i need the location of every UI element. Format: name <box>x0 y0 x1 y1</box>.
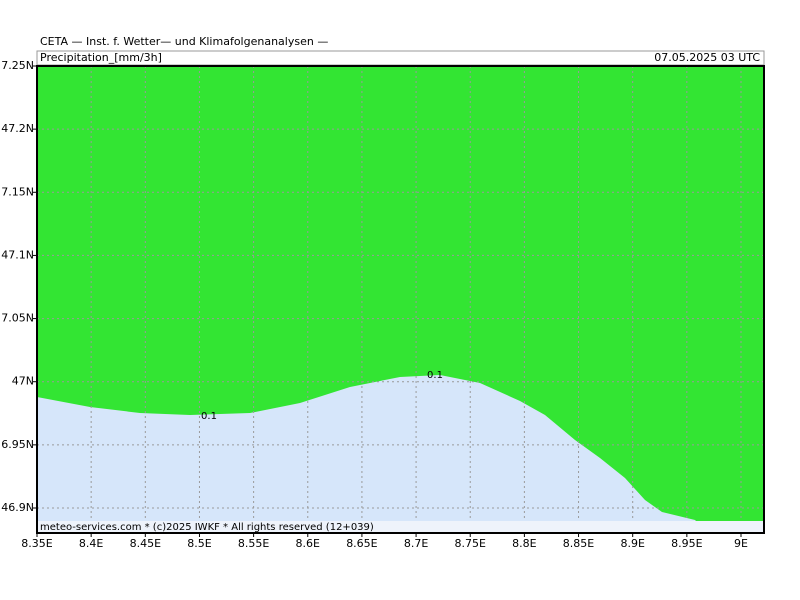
lon-tick-label: 8.85E <box>563 537 594 550</box>
contour-label: 0.1 <box>201 411 217 422</box>
lon-tick-label: 8.55E <box>238 537 269 550</box>
contour-label: 0.1 <box>427 370 443 381</box>
lon-tick-label: 8.95E <box>671 537 702 550</box>
frame <box>36 65 765 534</box>
valid-time: 07.05.2025 03 UTC <box>654 51 760 64</box>
title: CETA — Inst. f. Wetter— und Klimafolgena… <box>40 35 328 48</box>
lon-tick-label: 8.9E <box>620 537 644 550</box>
parameter: Precipitation_[mm/3h] <box>40 51 162 64</box>
lon-tick-label: 8.7E <box>404 537 428 550</box>
lat-tick-label: 47.2N <box>1 122 34 135</box>
lat-tick-label: 47.1N <box>1 248 34 261</box>
lat-tick-label: 6.95N <box>1 438 34 451</box>
dry-area <box>37 375 764 533</box>
lon-tick-label: 8.5E <box>187 537 211 550</box>
lat-tick-label: 7.05N <box>1 312 34 325</box>
lon-tick-label: 8.65E <box>346 537 377 550</box>
lat-tick-label: 47N <box>12 375 34 388</box>
lon-tick-label: 8.45E <box>130 537 161 550</box>
footer: meteo-services.com * (c)2025 IWKF * All … <box>40 522 374 533</box>
lon-tick-label: 9E <box>734 537 748 550</box>
lon-tick-label: 8.6E <box>296 537 320 550</box>
lat-tick-label: 7.15N <box>1 185 34 198</box>
lon-tick-label: 8.35E <box>21 537 52 550</box>
lon-tick-label: 8.4E <box>79 537 103 550</box>
lon-tick-label: 8.8E <box>512 537 536 550</box>
lon-tick-label: 8.75E <box>455 537 486 550</box>
lat-tick-label: 7.25N <box>1 59 34 72</box>
lat-tick-label: 46.9N <box>1 501 34 514</box>
footer-strip <box>37 521 764 533</box>
